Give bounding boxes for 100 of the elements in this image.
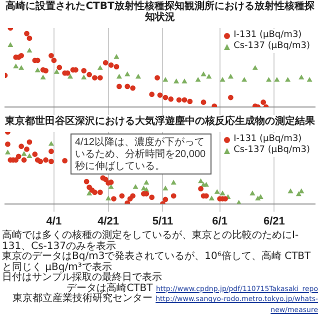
- point: [162, 196, 168, 202]
- x-tick-label: 4/21: [98, 215, 120, 228]
- point: [40, 75, 46, 80]
- point: [51, 58, 57, 64]
- point: [21, 157, 27, 163]
- point: [18, 66, 24, 70]
- point: [26, 139, 32, 145]
- point: [168, 96, 174, 102]
- point: [252, 66, 258, 70]
- point: [5, 142, 10, 147]
- point: [116, 74, 122, 79]
- point: [124, 72, 130, 76]
- x-tick-label: 6/21: [264, 215, 285, 228]
- point: [22, 152, 26, 156]
- point: [48, 142, 54, 146]
- point: [108, 184, 114, 189]
- point: [250, 191, 255, 196]
- point: [114, 54, 119, 59]
- point: [149, 92, 155, 98]
- point: [27, 48, 32, 53]
- point: [16, 154, 22, 160]
- text: 日付はサンプル採取の最終日で表示: [2, 272, 163, 283]
- point: [176, 97, 182, 103]
- point: [62, 158, 68, 164]
- point: [162, 94, 168, 100]
- point: [108, 62, 114, 68]
- point: [285, 77, 290, 82]
- point: [86, 72, 92, 78]
- point: [136, 74, 141, 79]
- point: [171, 180, 176, 185]
- point: [220, 191, 225, 196]
- point: [43, 68, 48, 74]
- chart-title: 東京都世田谷区深沢における大気浮遊塵中の核反応生成物の測定結果: [4, 115, 316, 127]
- point: [196, 77, 200, 82]
- point: [86, 191, 92, 196]
- point: [296, 192, 302, 196]
- point: [149, 194, 155, 200]
- point: [97, 190, 103, 196]
- point: [299, 75, 304, 80]
- point: [130, 193, 136, 199]
- point: [81, 75, 86, 80]
- point: [200, 100, 206, 105]
- point: [288, 188, 293, 194]
- annotation: 4/12以降は、濃度が下がっているため、分析時間を20,000秒に伸ばしている。: [75, 136, 206, 172]
- legend-label: Cs-137 (μBq/m3): [234, 41, 310, 52]
- point: [86, 184, 92, 190]
- point: [26, 36, 32, 41]
- point: [35, 68, 40, 72]
- point: [307, 77, 312, 82]
- point: [144, 180, 149, 185]
- point: [299, 188, 304, 194]
- legend-label: Cs-137 (μBq/m3): [234, 145, 310, 156]
- point: [174, 79, 179, 84]
- point: [198, 178, 204, 184]
- point: [209, 196, 214, 200]
- x-tick-label: 4/1: [46, 215, 62, 228]
- point: [198, 186, 204, 192]
- point: [163, 186, 168, 190]
- point: [266, 77, 272, 82]
- point: [8, 42, 13, 47]
- x-tick-label: 5/11: [152, 215, 174, 228]
- point: [274, 77, 280, 82]
- point: [92, 75, 98, 80]
- point: [5, 150, 10, 154]
- point: [130, 85, 136, 91]
- point: [182, 79, 187, 84]
- point: [106, 196, 111, 200]
- point: [84, 178, 90, 184]
- point: [18, 144, 24, 150]
- point: [201, 72, 206, 76]
- point: [157, 92, 163, 98]
- point: [92, 190, 98, 196]
- point: [116, 84, 122, 90]
- point: [228, 94, 234, 100]
- point: [214, 190, 220, 194]
- legend-label: I-131 (μBq/m3): [234, 134, 302, 145]
- point: [187, 98, 193, 104]
- point: [170, 193, 176, 199]
- point: [43, 157, 48, 163]
- point: [13, 64, 18, 68]
- text: 高崎では多くの核種の測定をしているが、東京との比較のためにI-131、Cs-137のみを表示: [2, 230, 300, 252]
- point: [32, 152, 38, 157]
- point: [260, 100, 266, 105]
- text: 東京のデータはBq/m3で発表されているが、10⁶倍して、高崎 CTBTと同じく μBq/m³で表示: [2, 251, 312, 272]
- point: [206, 74, 212, 79]
- point: [124, 84, 130, 90]
- point: [54, 70, 60, 74]
- chart-title: 高崎に設置されたCTBT放射性核種探知観測所における放射性核種探知状況: [4, 0, 316, 23]
- point: [38, 158, 44, 164]
- point: [56, 64, 62, 70]
- point: [81, 68, 87, 74]
- point: [182, 97, 188, 103]
- point: [102, 176, 108, 182]
- point: [163, 77, 168, 82]
- point: [24, 146, 30, 152]
- point: [242, 77, 247, 82]
- point: [102, 60, 108, 66]
- point: [48, 148, 54, 154]
- point: [114, 64, 120, 70]
- x-tick-label: 6/1: [212, 215, 228, 228]
